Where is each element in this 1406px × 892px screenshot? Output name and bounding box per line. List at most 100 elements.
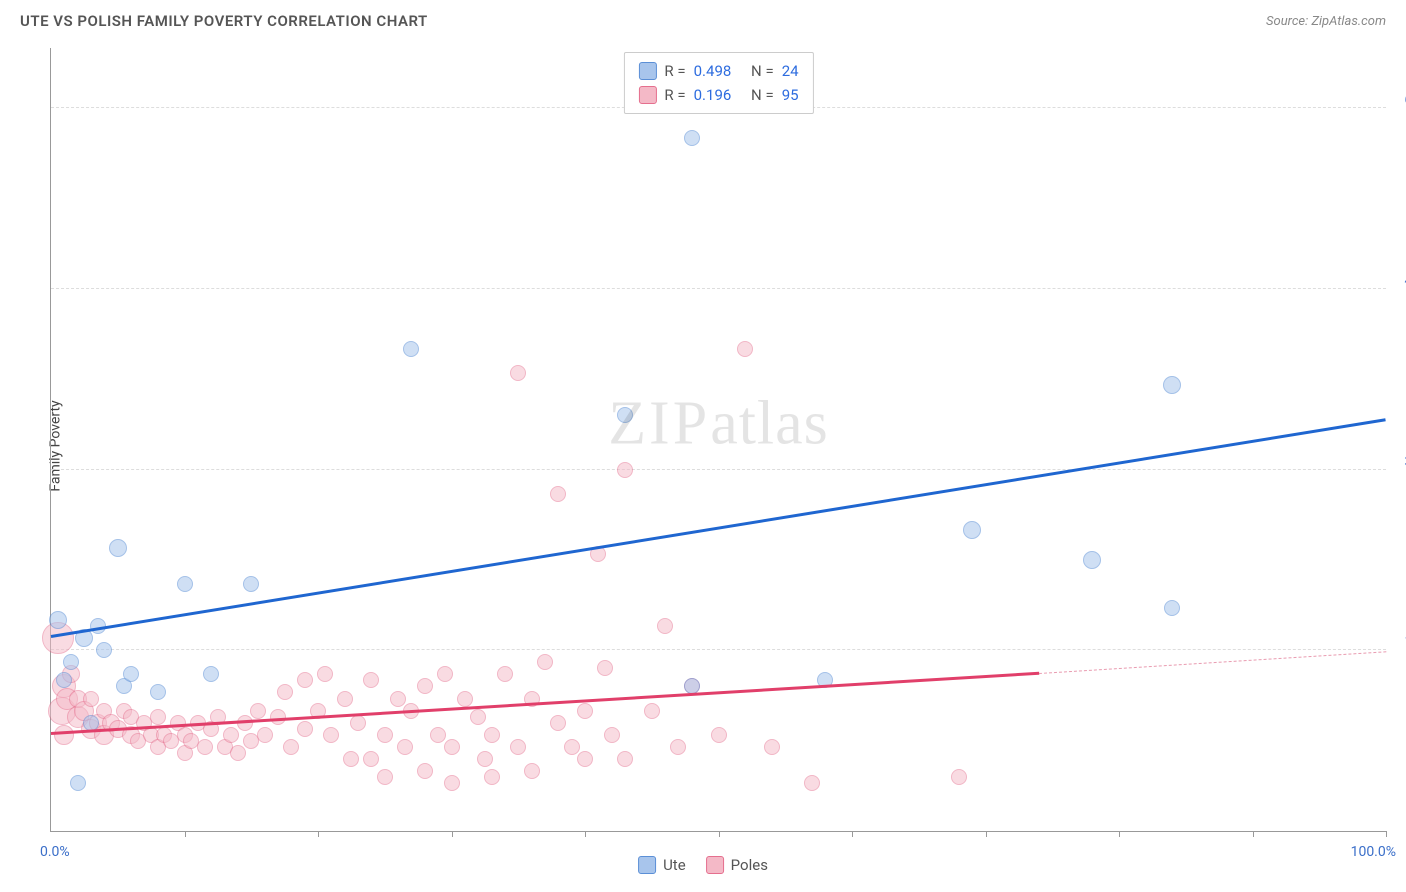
swatch-poles: [638, 86, 656, 104]
data-point: [470, 709, 486, 725]
data-point: [657, 618, 673, 634]
data-point: [764, 739, 780, 755]
chart-header: UTE VS POLISH FAMILY POVERTY CORRELATION…: [0, 0, 1406, 38]
correlation-legend: R = 0.498 N = 24 R = 0.196 N = 95: [623, 52, 813, 114]
r-label: R =: [664, 59, 685, 83]
data-point: [737, 341, 753, 357]
data-point: [363, 672, 379, 688]
trend-line: [1039, 652, 1386, 675]
data-point: [403, 341, 419, 357]
data-point: [203, 666, 219, 682]
n-value-ute: 24: [782, 59, 799, 83]
data-point: [297, 721, 313, 737]
data-point: [123, 666, 139, 682]
r-value-ute: 0.498: [694, 59, 732, 83]
source-attribution: Source: ZipAtlas.com: [1266, 14, 1386, 29]
watermark-atlas: atlas: [710, 389, 829, 457]
data-point: [1083, 551, 1101, 569]
x-tick: [1386, 831, 1387, 837]
data-point: [524, 763, 540, 779]
data-point: [70, 775, 86, 791]
data-point: [283, 739, 299, 755]
data-point: [497, 666, 513, 682]
data-point: [510, 365, 526, 381]
r-label: R =: [664, 83, 685, 107]
data-point: [484, 727, 500, 743]
data-point: [49, 611, 67, 629]
swatch-ute: [638, 62, 656, 80]
x-tick: [1253, 831, 1254, 837]
x-tick: [452, 831, 453, 837]
data-point: [150, 709, 166, 725]
data-point: [177, 576, 193, 592]
data-point: [63, 654, 79, 670]
x-tick: [318, 831, 319, 837]
r-value-poles: 0.196: [694, 83, 732, 107]
data-point: [377, 727, 393, 743]
data-point: [270, 709, 286, 725]
data-point: [477, 751, 493, 767]
legend-item-poles: Poles: [706, 856, 768, 874]
gridline: [51, 469, 1386, 470]
data-point: [597, 660, 613, 676]
data-point: [317, 666, 333, 682]
swatch-poles: [706, 856, 724, 874]
data-point: [617, 462, 633, 478]
n-label: N =: [751, 59, 774, 83]
x-tick: [719, 831, 720, 837]
data-point: [257, 727, 273, 743]
data-point: [644, 703, 660, 719]
legend-row-ute: R = 0.498 N = 24: [638, 59, 798, 83]
trend-line: [51, 418, 1386, 638]
legend-row-poles: R = 0.196 N = 95: [638, 83, 798, 107]
data-point: [550, 715, 566, 731]
data-point: [56, 672, 72, 688]
data-point: [96, 642, 112, 658]
data-point: [390, 691, 406, 707]
plot-region: ZIPatlas R = 0.498 N = 24 R = 0.196 N = …: [50, 48, 1386, 832]
data-point: [444, 739, 460, 755]
x-axis-max-label: 100.0%: [1351, 844, 1396, 860]
data-point: [109, 539, 127, 557]
data-point: [550, 486, 566, 502]
x-tick: [585, 831, 586, 837]
series-legend: Ute Poles: [638, 856, 768, 874]
data-point: [577, 703, 593, 719]
chart-area: ZIPatlas R = 0.498 N = 24 R = 0.196 N = …: [50, 48, 1386, 832]
x-tick: [852, 831, 853, 837]
source-name: ZipAtlas.com: [1311, 14, 1386, 29]
trend-line: [51, 671, 1039, 734]
legend-item-ute: Ute: [638, 856, 686, 874]
x-axis-min-label: 0.0%: [40, 844, 70, 860]
gridline: [51, 288, 1386, 289]
data-point: [484, 769, 500, 785]
data-point: [350, 715, 366, 731]
source-label: Source:: [1266, 14, 1308, 29]
watermark: ZIPatlas: [608, 388, 829, 459]
data-point: [417, 763, 433, 779]
data-point: [243, 576, 259, 592]
swatch-ute: [638, 856, 656, 874]
data-point: [230, 745, 246, 761]
data-point: [397, 739, 413, 755]
data-point: [323, 727, 339, 743]
data-point: [457, 691, 473, 707]
x-tick: [185, 831, 186, 837]
data-point: [1163, 376, 1181, 394]
data-point: [577, 751, 593, 767]
data-point: [510, 739, 526, 755]
data-point: [564, 739, 580, 755]
gridline: [51, 649, 1386, 650]
x-tick: [986, 831, 987, 837]
data-point: [277, 684, 293, 700]
data-point: [223, 727, 239, 743]
data-point: [711, 727, 727, 743]
data-point: [617, 407, 633, 423]
data-point: [54, 725, 74, 745]
data-point: [337, 691, 353, 707]
n-value-poles: 95: [782, 83, 799, 107]
data-point: [1164, 600, 1180, 616]
data-point: [617, 751, 633, 767]
data-point: [670, 739, 686, 755]
data-point: [537, 654, 553, 670]
